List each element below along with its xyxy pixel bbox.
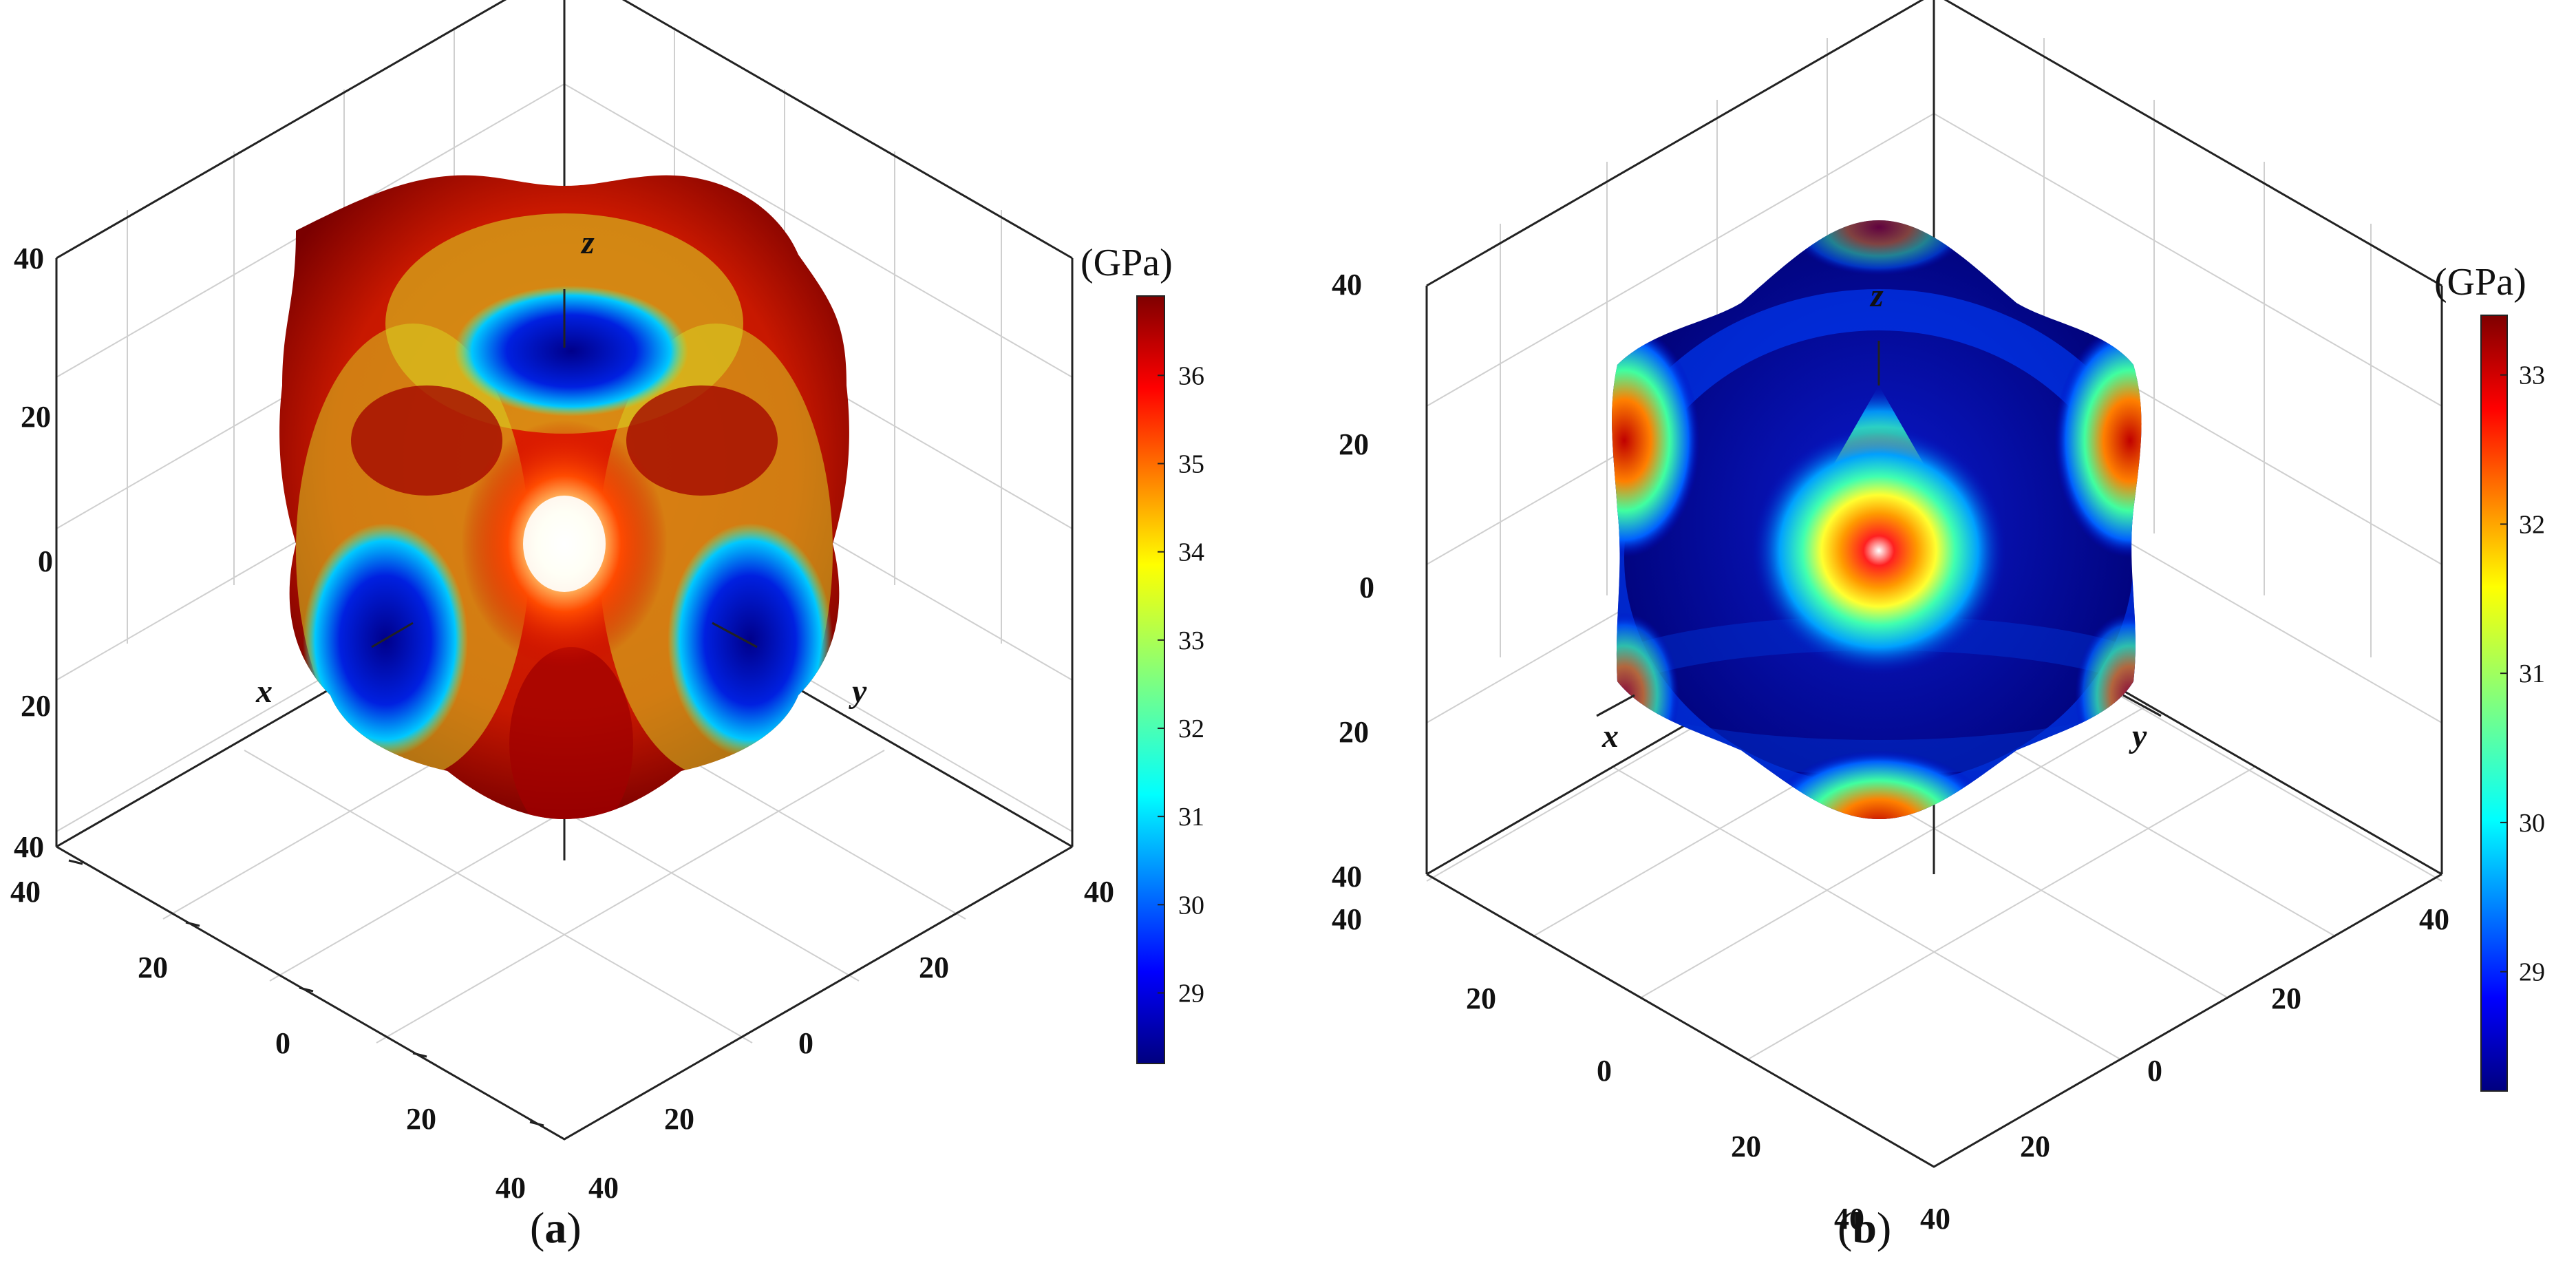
- svg-text:20: 20: [664, 1102, 694, 1136]
- colorbar-tick-label: 33: [2519, 361, 2545, 390]
- svg-text:0: 0: [38, 544, 53, 578]
- panel-a-surface: [279, 175, 849, 820]
- panel-b-x-ticks: 40 20 0 20 40: [1332, 902, 1864, 1236]
- svg-text:0: 0: [1359, 571, 1374, 604]
- colorbar-tick-label: 30: [2519, 809, 2545, 838]
- panel-a-min-y: [668, 523, 833, 757]
- panel-b-hot-upper-right: [2054, 324, 2142, 558]
- svg-text:20: 20: [21, 400, 51, 434]
- svg-text:20: 20: [1339, 715, 1369, 749]
- panel-b-y-label: y: [2129, 718, 2147, 754]
- svg-text:40: 40: [1332, 268, 1362, 301]
- colorbar-tick-label: 32: [1178, 715, 1204, 743]
- panel-a-z-ticks: 40 20 0 20 40: [14, 242, 53, 864]
- svg-text:40: 40: [588, 1171, 619, 1205]
- svg-text:20: 20: [21, 689, 51, 723]
- colorbar-tick-label: 36: [1178, 361, 1204, 390]
- panel-b-z-ticks: 40 20 0 20 40: [1332, 268, 1374, 893]
- colorbar-tick-label: 32: [2519, 510, 2545, 539]
- svg-text:40: 40: [1332, 860, 1362, 893]
- panel-b-colorbar: (GPa) 29 30 31 32 33: [2434, 261, 2545, 1092]
- panel-a-z-label: z: [580, 224, 595, 261]
- colorbar-tick-label: 31: [2519, 659, 2545, 688]
- svg-text:20: 20: [2020, 1130, 2050, 1163]
- colorbar-tick-label: 30: [1178, 891, 1204, 920]
- panel-b-y-ticks: 40 20 0 20 40: [1920, 902, 2449, 1236]
- panel-b-z-label: z: [1869, 277, 1884, 314]
- panel-a-colorbar: (GPa) 29 30 31 32 33 34 35 36: [1081, 242, 1204, 1064]
- panel-a: z x y 40 20 0 20 40 40 20 0 20 40 40 20: [10, 0, 1204, 1252]
- panel-a-y-ticks: 40 20 0 20 40: [588, 875, 1114, 1205]
- svg-text:40: 40: [1834, 1202, 1864, 1236]
- panel-a-y-label: y: [849, 673, 867, 710]
- svg-text:20: 20: [1339, 427, 1369, 461]
- svg-text:40: 40: [496, 1171, 526, 1205]
- svg-text:20: 20: [919, 951, 949, 984]
- panel-b-hot-upper-left: [1612, 324, 1700, 558]
- colorbar-tick-label: 35: [1178, 450, 1204, 479]
- panel-b-colorbar-unit: (GPa): [2434, 261, 2526, 304]
- svg-text:0: 0: [275, 1026, 290, 1060]
- svg-text:40: 40: [1332, 902, 1362, 936]
- panel-a-x-label: x: [255, 673, 273, 710]
- panel-b-caption: (b): [1838, 1203, 1891, 1252]
- svg-text:40: 40: [1920, 1202, 1950, 1236]
- panel-a-caption: (a): [530, 1203, 582, 1252]
- colorbar-tick-label: 29: [2519, 958, 2545, 987]
- panel-a-min-z: [454, 286, 688, 416]
- panel-b: z x y 40 20 0 20 40 40 20 0 20 40 40 20 …: [1332, 0, 2545, 1252]
- panel-a-x-ticks: 40 20 0 20 40: [10, 859, 544, 1205]
- svg-text:20: 20: [406, 1102, 436, 1136]
- svg-text:20: 20: [1731, 1130, 1761, 1163]
- svg-text:0: 0: [1597, 1054, 1612, 1088]
- colorbar-tick-label: 33: [1178, 626, 1204, 655]
- svg-text:40: 40: [10, 875, 41, 909]
- svg-text:0: 0: [2147, 1054, 2162, 1088]
- svg-text:40: 40: [14, 830, 44, 864]
- panel-b-hot-bottom: [1762, 750, 1996, 819]
- svg-text:40: 40: [2419, 902, 2449, 936]
- svg-text:20: 20: [138, 951, 168, 984]
- svg-text:0: 0: [798, 1026, 813, 1060]
- svg-text:40: 40: [14, 242, 44, 275]
- panel-b-x-label: x: [1601, 718, 1619, 754]
- svg-text:20: 20: [1466, 982, 1496, 1015]
- svg-text:40: 40: [1084, 875, 1114, 909]
- colorbar-tick-label: 29: [1178, 979, 1204, 1008]
- colorbar-tick-label: 31: [1178, 803, 1204, 832]
- svg-text:20: 20: [2271, 982, 2301, 1015]
- panel-a-colorbar-unit: (GPa): [1081, 242, 1173, 284]
- colorbar-tick-label: 34: [1178, 538, 1204, 567]
